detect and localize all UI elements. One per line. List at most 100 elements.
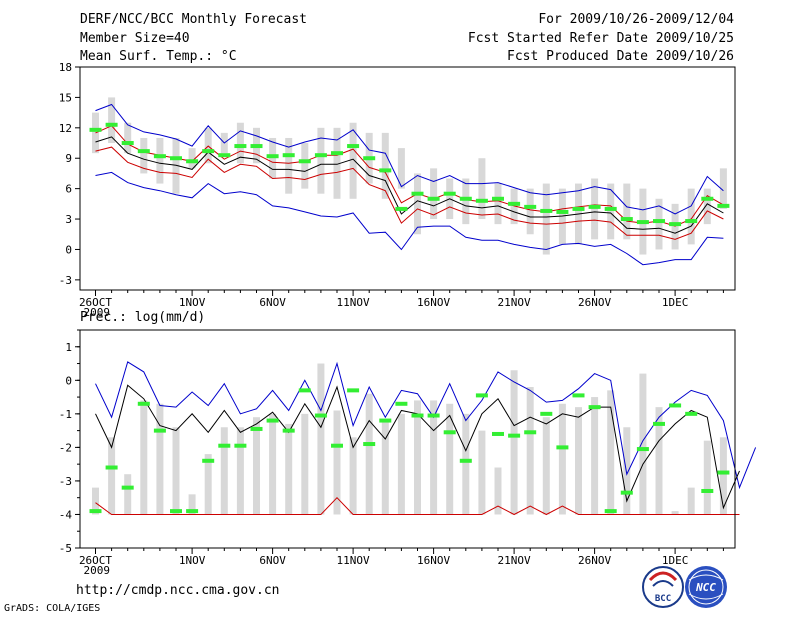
precipitation-bar (446, 403, 454, 515)
precipitation-bar (526, 387, 534, 515)
forecast-period: For 2009/10/26-2009/12/04 (538, 12, 734, 27)
precipitation-ensemble-marker (508, 433, 521, 438)
temperature-ensemble-marker (492, 196, 504, 201)
precipitation-bar (381, 420, 389, 515)
precipitation-ensemble-marker (443, 430, 456, 435)
precipitation-bar (623, 427, 631, 515)
precipitation-bar (285, 423, 293, 515)
precipitation-ensemble-marker (170, 509, 182, 514)
temperature-bar (591, 178, 599, 240)
precipitation-ensemble-marker (266, 418, 279, 423)
temperature-bar (655, 198, 663, 250)
precipitation-ytick-label: -2 (59, 441, 72, 454)
temperature-bar (236, 122, 244, 164)
temperature-ytick-label: 15 (59, 91, 72, 104)
precipitation-bar (333, 410, 341, 515)
temperature-ensemble-marker (411, 191, 424, 196)
temperature-ensemble-marker (153, 154, 166, 159)
produced-date: Fcst Produced Date 2009/10/26 (507, 49, 734, 64)
temperature-ensemble-marker (282, 153, 295, 158)
temperature-bar (607, 183, 615, 240)
precipitation-ensemble-marker (653, 421, 665, 426)
precipitation-bar (253, 417, 260, 515)
precipitation-bar (558, 403, 566, 515)
precipitation-ensemble-marker (89, 509, 102, 514)
precipitation-ytick-label: -5 (59, 542, 72, 555)
temperature-bar (687, 188, 695, 245)
grads-credit: GrADS: COLA/IGES (4, 603, 101, 614)
source-url[interactable]: http://cmdp.ncc.cma.gov.cn (76, 583, 280, 598)
precipitation-bar (220, 427, 228, 515)
temperature-bar (478, 158, 486, 220)
precipitation-ensemble-marker (427, 413, 440, 418)
precipitation-bar (575, 407, 582, 515)
precipitation-ensemble-marker (298, 388, 311, 393)
temperature-ensemble-marker (250, 144, 263, 149)
precipitation-bar (92, 487, 99, 515)
precipitation-ytick-label: 0 (65, 374, 72, 387)
precipitation-ensemble-marker (475, 393, 488, 398)
temperature-bar (623, 183, 631, 240)
temperature-bar (430, 168, 438, 220)
temperature-bar (156, 137, 164, 184)
precipitation-ytick-label: 1 (65, 341, 72, 354)
precipitation-ensemble-marker (282, 428, 295, 433)
temperature-ensemble-marker (459, 196, 472, 201)
temperature-bar (558, 188, 566, 245)
temperature-ensemble-marker (347, 144, 360, 149)
temperature-xtick-label: 26NOV (578, 296, 611, 309)
temp-upper-envelope-line (95, 103, 724, 215)
temperature-ensemble-marker (524, 204, 537, 209)
precipitation-ensemble-marker (395, 401, 408, 406)
precipitation-bar (639, 373, 647, 515)
precipitation-bar (301, 413, 309, 515)
precipitation-bar (494, 467, 502, 515)
temperature-bar (719, 168, 727, 209)
temperature-ensemble-marker (121, 141, 134, 146)
precipitation-bar (591, 397, 599, 515)
precipitation-ensemble-marker (363, 442, 376, 447)
temperature-bar (317, 127, 325, 194)
temperature-ensemble-marker (508, 201, 521, 206)
precipitation-bar (124, 474, 132, 515)
precipitation-ensemble-marker (202, 458, 215, 463)
temperature-xtick-label: 21NOV (498, 296, 531, 309)
precipitation-ensemble-marker (572, 393, 585, 398)
started-date: Fcst Started Refer Date 2009/10/25 (467, 31, 734, 46)
temperature-bar (542, 183, 550, 255)
precipitation-bar (510, 370, 518, 515)
precipitation-ensemble-marker (121, 485, 134, 490)
temperature-ensemble-marker (89, 127, 102, 132)
precipitation-ytick-label: -1 (59, 408, 72, 421)
temperature-bar (285, 137, 293, 194)
precipitation-bar (108, 437, 116, 515)
temperature-ytick-label: 0 (65, 243, 72, 256)
temperature-xtick-label: 1DEC (662, 296, 689, 309)
precipitation-bar (542, 417, 550, 515)
variable-label: Mean Surf. Temp.: °C (80, 49, 237, 64)
precipitation-ensemble-marker (379, 418, 392, 423)
precipitation-bar (156, 403, 164, 515)
temperature-ensemble-marker (572, 206, 585, 211)
precipitation-ytick-label: -3 (59, 475, 72, 488)
precipitation-ensemble-marker (347, 388, 360, 393)
precipitation-ensemble-marker (524, 430, 537, 435)
precipitation-ensemble-marker (137, 401, 150, 406)
temperature-bar (140, 137, 148, 174)
temperature-xtick-label: 1NOV (179, 296, 206, 309)
temperature-ensemble-marker (170, 156, 182, 161)
temp-upper-spread-line (95, 125, 724, 227)
precipitation-bar (172, 427, 180, 515)
temperature-bar (381, 132, 389, 199)
precipitation-bar (188, 494, 196, 515)
precipitation-ensemble-marker (492, 431, 504, 436)
precipitation-xtick-label: 26OCT (79, 554, 112, 567)
precipitation-xtick-label: 21NOV (498, 554, 531, 567)
precipitation-ensemble-marker (669, 403, 682, 408)
temperature-ensemble-marker (137, 149, 150, 154)
precipitation-bar (703, 440, 711, 515)
precipitation-xtick-label: 11NOV (337, 554, 370, 567)
